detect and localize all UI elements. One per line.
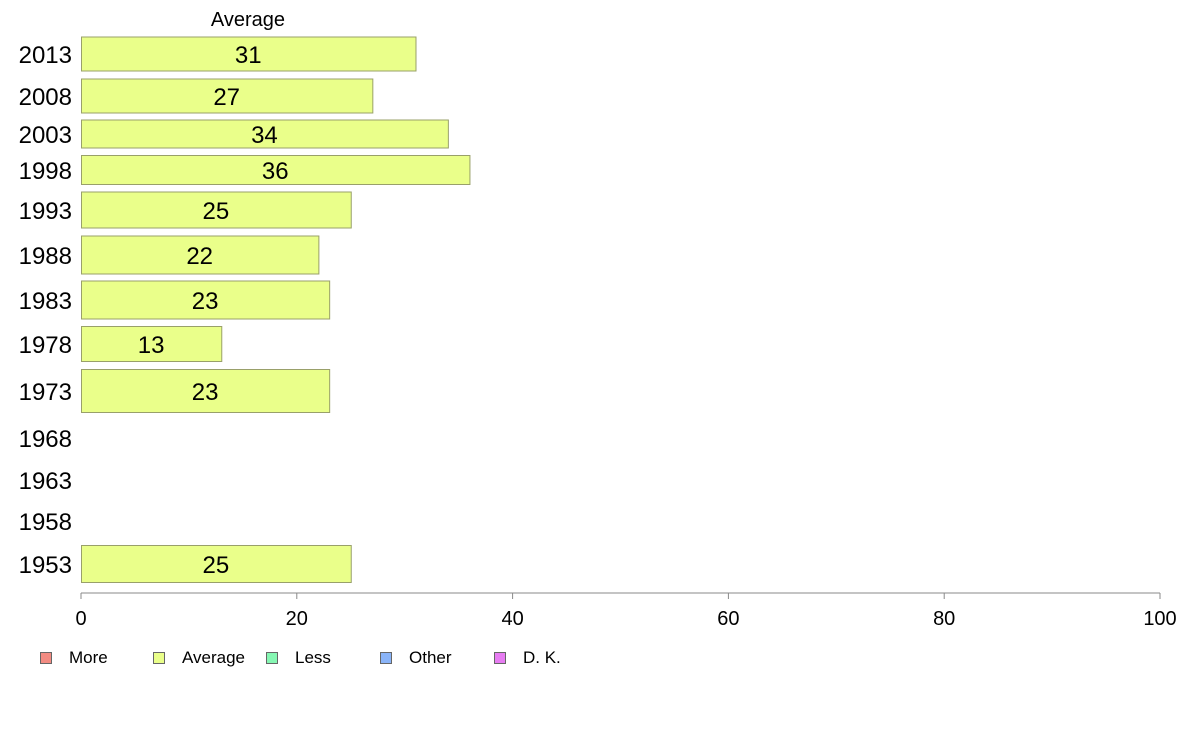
- bar: [81, 119, 449, 149]
- x-axis: 0 20 40 60 80 100: [75, 592, 1177, 630]
- bar-value-label: 22: [186, 243, 213, 270]
- y-tick-label: 1973: [19, 379, 72, 406]
- legend-item-less: Less: [266, 648, 380, 668]
- legend-item-other: Other: [380, 648, 494, 668]
- legend: More Average Less Other D. K.: [40, 648, 604, 668]
- bar: [81, 36, 417, 72]
- legend-swatch-less: [266, 652, 278, 664]
- y-tick-label: 1953: [19, 552, 72, 579]
- bar: [81, 191, 352, 229]
- x-tick-label: 40: [501, 608, 523, 630]
- bar-value-label: 25: [203, 198, 230, 225]
- legend-item-more: More: [40, 648, 153, 668]
- legend-swatch-average: [153, 652, 165, 664]
- y-tick-label: 1993: [19, 198, 72, 225]
- legend-label-dk: D. K.: [523, 648, 561, 667]
- column-title: Average: [211, 9, 285, 31]
- bar: [81, 369, 331, 413]
- x-tick-label: 20: [286, 608, 308, 630]
- y-tick-label: 1958: [19, 509, 72, 536]
- x-tick-label: 60: [717, 608, 739, 630]
- y-tick-label: 1983: [19, 288, 72, 315]
- y-tick-label: 1963: [19, 468, 72, 495]
- y-tick-label: 1988: [19, 243, 72, 270]
- legend-swatch-other: [380, 652, 392, 664]
- legend-label-less: Less: [295, 648, 331, 667]
- y-tick-label: 2008: [19, 84, 72, 111]
- legend-label-other: Other: [409, 648, 452, 667]
- bar-value-label: 31: [235, 42, 262, 69]
- bar: [81, 280, 331, 320]
- y-tick-label: 2003: [19, 122, 72, 149]
- bar-value-label: 23: [192, 379, 219, 406]
- y-tick-labels: 2013 2008 2003 1998 1993 1988 1983 1978 1973 1968…: [19, 42, 72, 579]
- bar: [81, 235, 320, 275]
- bar-value-label: 23: [192, 288, 219, 315]
- bar: [81, 326, 223, 362]
- bar: [81, 78, 374, 114]
- y-tick-label: 1968: [19, 426, 72, 453]
- legend-swatch-dk: [494, 652, 506, 664]
- bar: [81, 155, 471, 185]
- bar-value-label: 13: [138, 332, 165, 359]
- x-tick-label: 80: [933, 608, 955, 630]
- bars-group: 31 27 34 36 25 22 23 13 23 25: [81, 36, 471, 583]
- legend-label-more: More: [69, 648, 108, 667]
- legend-item-average: Average: [153, 648, 266, 668]
- bar-value-label: 27: [213, 84, 240, 111]
- legend-swatch-more: [40, 652, 52, 664]
- bar: [81, 545, 352, 583]
- legend-label-average: Average: [182, 648, 246, 667]
- bar-value-label: 25: [203, 552, 230, 579]
- y-tick-label: 1998: [19, 158, 72, 185]
- x-tick-label: 100: [1143, 608, 1176, 630]
- y-tick-label: 2013: [19, 42, 72, 69]
- bar-value-label: 36: [262, 158, 289, 185]
- y-tick-label: 1978: [19, 332, 72, 359]
- legend-item-dk: D. K.: [494, 648, 604, 668]
- bar-value-label: 34: [251, 122, 278, 149]
- x-tick-label: 0: [75, 608, 86, 630]
